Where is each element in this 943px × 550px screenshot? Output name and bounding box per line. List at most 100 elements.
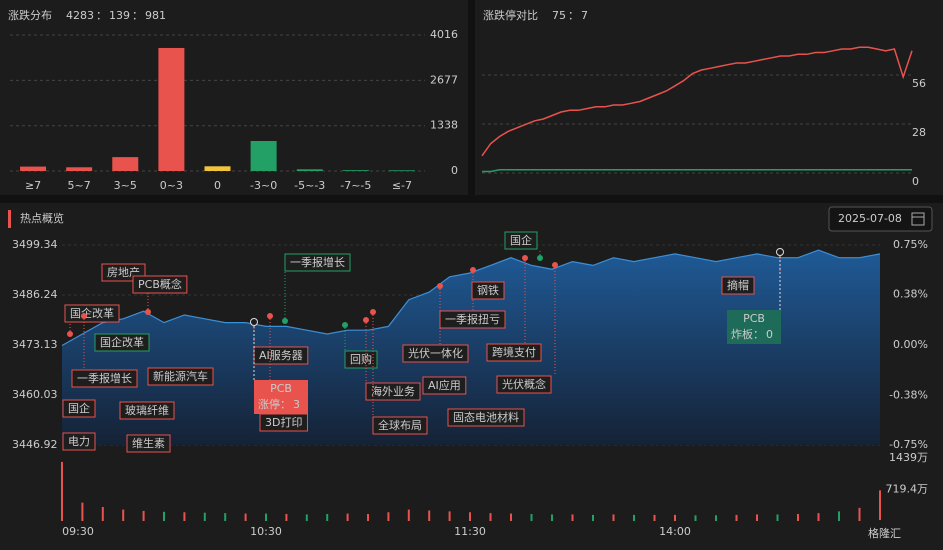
bar: [342, 170, 369, 171]
x-tick-label: -7~-5: [340, 179, 371, 192]
event-note: 炸板：: [731, 327, 764, 341]
topic-tag: [439, 310, 506, 329]
volume-bar: [61, 461, 63, 521]
y-tick-label: 56: [912, 77, 926, 90]
topic-tag: [372, 416, 428, 435]
y-tick-label: 0: [451, 164, 458, 177]
volume-bar: [346, 513, 349, 521]
y-tick-label: 3460.03: [12, 388, 58, 401]
anchor-dot: [522, 255, 528, 261]
event-count: 0: [766, 328, 773, 341]
y-tick-label: 4016: [430, 28, 458, 41]
date-picker[interactable]: [828, 206, 933, 232]
calendar-icon: [911, 212, 925, 226]
topic-label: 一季报增长: [77, 371, 132, 385]
topic-label: 房地产: [107, 265, 140, 279]
volume-bar: [367, 513, 369, 521]
anchor-dot: [145, 309, 151, 315]
topic-tag: [447, 408, 525, 427]
topic-tag: [422, 376, 467, 395]
volume-bar: [469, 512, 471, 521]
panel-title: 热点概览: [20, 211, 64, 225]
date: 2025-07-08: [838, 212, 902, 225]
anchor-dot: [437, 283, 443, 289]
anchor-dot: [81, 313, 87, 319]
volume-bar: [817, 513, 820, 521]
volume-bar: [510, 513, 512, 521]
volume-bar: [735, 514, 738, 521]
anchor-dot: [363, 317, 369, 323]
anchor-dot: [470, 267, 476, 273]
topic-label: 海外业务: [371, 384, 415, 398]
volume-bar: [674, 514, 676, 521]
event-tag: [727, 310, 781, 344]
bar: [296, 169, 323, 171]
x-tick-label: 3~5: [114, 179, 137, 192]
topic-tag: [64, 304, 120, 323]
bar: [112, 157, 139, 171]
panel-title: 涨跌停对比: [483, 8, 538, 22]
topic-tag: [504, 231, 538, 250]
volume-bar: [428, 510, 431, 521]
volume-bar: [592, 514, 594, 521]
x-tick-label: ≤-7: [392, 179, 412, 192]
y-tick-label: 3499.34: [12, 238, 58, 251]
anchor-dot: [776, 248, 784, 256]
anchor-dot: [67, 331, 73, 337]
topic-label: AI应用: [428, 378, 461, 392]
y2-tick-label: 0.75%: [893, 238, 928, 251]
event-tag: [254, 380, 308, 414]
topic-tag: [132, 275, 188, 294]
logo: 格隆汇: [868, 526, 901, 540]
x-tick-label: 0~3: [160, 179, 183, 192]
volume-bar: [326, 513, 329, 521]
stat: ：: [132, 9, 143, 22]
volume-bar: [715, 515, 717, 521]
topic-label: 钢铁: [477, 284, 499, 297]
anchor-dot: [370, 309, 376, 315]
x-tick-label: 10:30: [250, 525, 282, 538]
topic-label: 3D打印: [265, 415, 302, 429]
volume-bar: [183, 512, 186, 521]
volume-bar: [776, 514, 779, 521]
volume-bar: [633, 514, 635, 521]
volume-bar: [122, 509, 125, 521]
volume-bar: [612, 514, 615, 521]
volume-bar: [551, 514, 553, 521]
volume-bar: [858, 507, 861, 521]
y-tick-label: 2677: [430, 73, 458, 86]
volume-bar: [530, 513, 533, 521]
volume-bar: [797, 513, 799, 521]
volume-bar: [163, 511, 165, 521]
topic-label: 固态电池材料: [453, 410, 519, 424]
topic-label: 新能源汽车: [153, 369, 208, 383]
topic-label: 一季报增长: [290, 255, 345, 269]
stat: 981: [145, 9, 166, 22]
logo-bg: [862, 520, 943, 548]
x-tick-label: 0: [214, 179, 221, 192]
topic-label: 玻璃纤维: [125, 403, 169, 417]
topic-label: 光伏概念: [502, 377, 546, 391]
bar: [250, 140, 277, 171]
anchor-dot: [250, 318, 258, 326]
topic-label: PCB概念: [138, 277, 182, 291]
bar: [20, 166, 47, 171]
x-tick-label: 11:30: [454, 525, 486, 538]
topic-label: 回购: [350, 352, 372, 366]
volume-bar: [756, 514, 758, 521]
x-tick-label: 09:30: [62, 525, 94, 538]
topic-tag: [94, 333, 150, 352]
y2-tick-label: -0.38%: [889, 389, 928, 402]
stat: 4283: [66, 9, 94, 22]
topic-tag: [486, 343, 542, 362]
topic-label: 国企改革: [70, 306, 114, 320]
y2-tick-label: 0.00%: [893, 338, 928, 351]
volume-bar: [838, 511, 840, 521]
topic-label: 摘帽: [727, 278, 749, 292]
topic-label: AI服务器: [259, 349, 303, 362]
topic-label: 国企: [68, 401, 90, 415]
volume-bar: [694, 515, 697, 521]
stat: ：: [96, 9, 107, 22]
event-note: 涨停：: [258, 397, 291, 411]
topic-label: 国企改革: [100, 335, 144, 349]
